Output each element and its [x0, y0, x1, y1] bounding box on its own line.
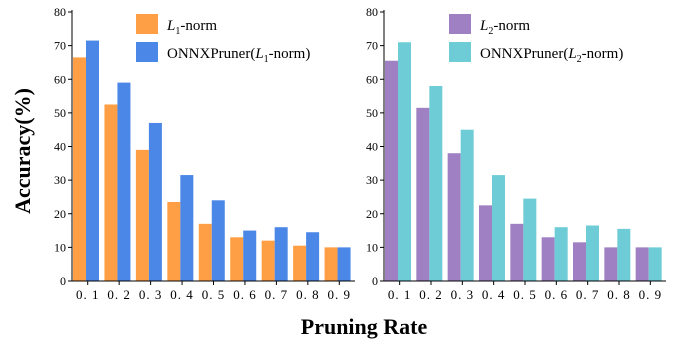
- bar-onnx_l1-1: [86, 40, 99, 281]
- y-tick-label: 10: [366, 240, 378, 254]
- x-tick-label: 0. 6: [233, 287, 257, 302]
- y-tick-label: 80: [54, 5, 66, 19]
- bar-l2_norm-1: [385, 60, 398, 281]
- x-tick-label: 0. 7: [576, 287, 600, 302]
- bar-onnx_l1-8: [306, 232, 320, 281]
- bar-l2_norm-8: [604, 247, 618, 281]
- x-tick-label: 0. 8: [607, 287, 631, 302]
- y-tick-label: 40: [54, 140, 66, 154]
- x-tick-label: 0. 5: [202, 287, 226, 302]
- bar-l1_norm-8: [293, 245, 307, 281]
- x-tick-label: 0. 1: [388, 287, 412, 302]
- bar-l1_norm-9: [324, 247, 338, 281]
- x-tick-label: 0. 9: [328, 287, 352, 302]
- legend-label-onnx_l1: ONNXPruner(L1-norm): [167, 46, 310, 65]
- y-tick-label: 70: [366, 39, 378, 53]
- legend-label-onnx_l2: ONNXPruner(L2-norm): [480, 46, 623, 65]
- x-tick-label: 0. 3: [451, 287, 475, 302]
- bar-l2_norm-4: [479, 205, 492, 281]
- y-tick-label: 30: [54, 173, 66, 187]
- legend-label-l1_norm: L1-norm: [166, 18, 217, 37]
- x-axis-title: Pruning Rate: [301, 314, 428, 339]
- legend-swatch-onnx_l2: [449, 42, 471, 62]
- y-tick-label: 60: [366, 72, 378, 86]
- bar-l1_norm-5: [198, 223, 212, 281]
- bar-onnx_l1-9: [337, 247, 351, 281]
- bar-l1_norm-7: [261, 240, 275, 281]
- bar-onnx_l2-8: [617, 228, 631, 281]
- legend-swatch-l1_norm: [136, 14, 158, 34]
- y-tick-label: 80: [366, 5, 378, 19]
- bar-onnx_l1-4: [180, 175, 194, 281]
- bar-onnx_l2-5: [523, 198, 537, 281]
- bar-l1_norm-1: [73, 57, 86, 281]
- bar-l1_norm-4: [167, 201, 181, 281]
- y-axis-title: Accuracy(%): [10, 88, 35, 214]
- y-tick-label: 0: [60, 274, 66, 288]
- bar-l1_norm-6: [230, 237, 244, 281]
- x-tick-label: 0. 3: [139, 287, 163, 302]
- y-tick-label: 50: [366, 106, 378, 120]
- bar-onnx_l2-4: [492, 175, 505, 281]
- chart-l1-norm: 0 10 20 30 40 50 60 70 80 0. 1 0. 2 0. 3 0. 4 0. 5 0. …: [54, 5, 355, 302]
- bar-l2_norm-2: [416, 107, 430, 281]
- bar-onnx_l2-2: [429, 85, 443, 281]
- bar-onnx_l1-6: [243, 230, 257, 281]
- y-tick-label: 70: [54, 39, 66, 53]
- x-tick-label: 0. 2: [107, 287, 131, 302]
- bar-onnx_l1-3: [148, 122, 162, 282]
- x-tick-label: 0. 4: [482, 287, 506, 302]
- y-tick-label: 20: [366, 207, 378, 221]
- legend-swatch-onnx_l1: [136, 42, 158, 62]
- x-tick-label: 0. 4: [170, 287, 194, 302]
- y-tick-label: 30: [366, 173, 378, 187]
- y-tick-label: 10: [54, 240, 66, 254]
- bar-l2_norm-5: [510, 223, 524, 281]
- bar-onnx_l1-7: [274, 227, 288, 281]
- y-tick-label: 0: [372, 274, 378, 288]
- x-tick-label: 0. 6: [545, 287, 569, 302]
- x-tick-label: 0. 1: [76, 287, 100, 302]
- bar-l2_norm-9: [635, 247, 649, 281]
- bar-l2_norm-7: [573, 242, 586, 281]
- bar-l2_norm-6: [541, 237, 555, 281]
- y-tick-label: 50: [54, 106, 66, 120]
- y-tick-label: 60: [54, 72, 66, 86]
- x-tick-label: 0. 2: [419, 287, 443, 302]
- bar-onnx_l1-2: [117, 82, 131, 281]
- legend-swatch-l2_norm: [449, 14, 471, 34]
- y-tick-label: 40: [366, 140, 378, 154]
- bar-onnx_l2-6: [554, 227, 568, 281]
- bar-l2_norm-3: [447, 153, 461, 281]
- x-tick-label: 0. 9: [639, 287, 663, 302]
- x-tick-label: 0. 7: [265, 287, 289, 302]
- x-tick-label: 0. 8: [296, 287, 320, 302]
- bar-onnx_l1-5: [211, 200, 225, 281]
- bar-onnx_l2-9: [648, 247, 662, 281]
- bar-onnx_l2-3: [460, 129, 474, 281]
- bar-onnx_l2-1: [398, 42, 411, 282]
- bar-l1_norm-2: [104, 104, 118, 281]
- bar-onnx_l2-7: [586, 225, 599, 281]
- legend-label-l2_norm: L2-norm: [479, 18, 530, 37]
- y-tick-label: 20: [54, 207, 66, 221]
- x-tick-label: 0. 5: [513, 287, 537, 302]
- chart-l2-norm: 0 10 20 30 40 50 60 70 80 0. 1 0. 2 0. 3 0. 4 0. 5 0. …: [366, 5, 666, 302]
- bar-l1_norm-3: [135, 149, 149, 281]
